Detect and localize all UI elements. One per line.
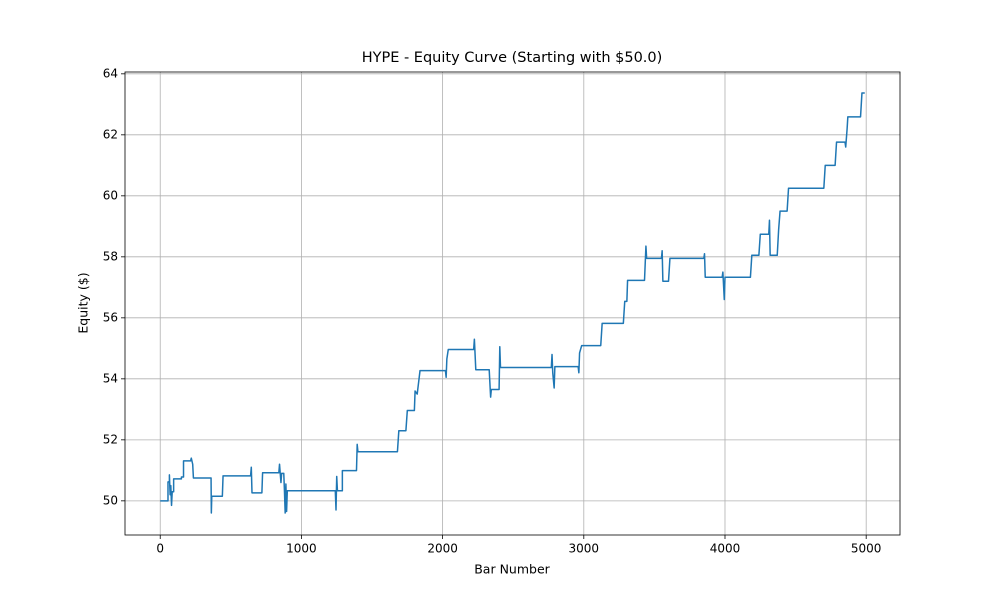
y-tick-label: 58 bbox=[103, 249, 118, 263]
y-tick-label: 60 bbox=[103, 188, 118, 202]
y-tick-label: 62 bbox=[103, 127, 118, 141]
chart-title: HYPE - Equity Curve (Starting with $50.0… bbox=[362, 50, 663, 66]
equity-line bbox=[160, 92, 865, 514]
y-tick-label: 50 bbox=[103, 493, 118, 507]
plot-frame bbox=[124, 71, 901, 536]
y-tick-label: 64 bbox=[103, 66, 118, 80]
x-tick-label: 1000 bbox=[286, 542, 317, 556]
x-tick-label: 5000 bbox=[851, 542, 882, 556]
x-tick-label: 3000 bbox=[569, 542, 600, 556]
x-tick-label: 2000 bbox=[427, 542, 458, 556]
y-axis-label: Equity ($) bbox=[76, 272, 91, 333]
x-tick-label: 4000 bbox=[710, 542, 741, 556]
x-tick-label: 0 bbox=[156, 542, 164, 556]
x-axis-label: Bar Number bbox=[474, 562, 550, 577]
y-tick-label: 54 bbox=[103, 371, 118, 385]
y-tick-label: 52 bbox=[103, 432, 118, 446]
y-tick-label: 56 bbox=[103, 310, 118, 324]
